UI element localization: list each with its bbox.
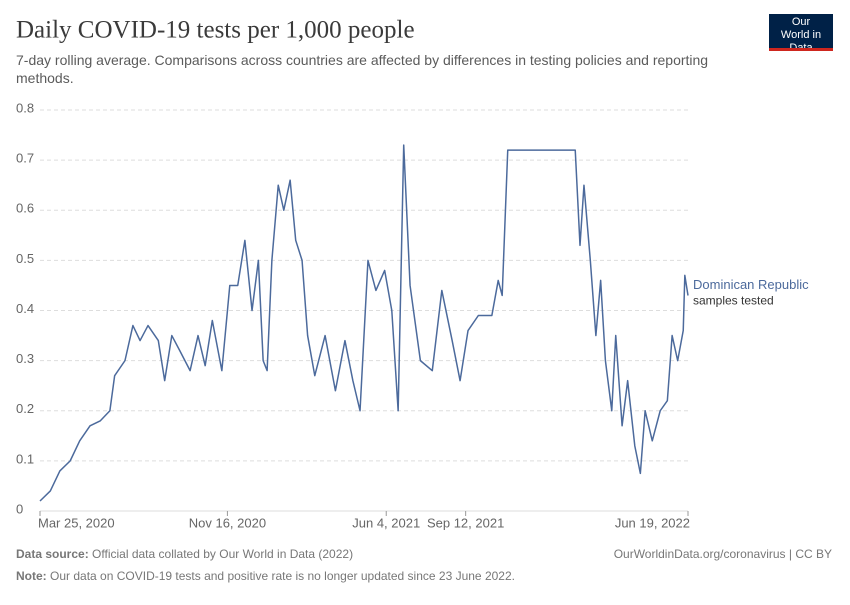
y-tick-label: 0.5 — [16, 251, 34, 266]
logo-box: Our World in Data — [780, 16, 822, 48]
x-tick-label: Mar 25, 2020 — [38, 515, 115, 530]
x-tick-label: Nov 16, 2020 — [189, 515, 266, 530]
chart-subtitle: 7-day rolling average. Comparisons acros… — [16, 52, 709, 86]
source-label: Data source: — [16, 547, 89, 561]
x-tick-label: Jun 4, 2021 — [352, 515, 420, 530]
x-tick-label: Sep 12, 2021 — [427, 515, 504, 530]
logo-text: Our World in Data — [780, 16, 822, 48]
y-tick-label: 0.7 — [16, 151, 34, 166]
series-label: Dominican Republic — [693, 277, 809, 292]
y-tick-label: 0 — [16, 501, 23, 516]
note-label: Note: — [16, 569, 47, 583]
subtitle-box: 7-day rolling average. Comparisons acros… — [16, 52, 709, 86]
y-tick-label: 0.4 — [16, 301, 34, 316]
logo-bar — [769, 48, 833, 51]
y-tick-label: 0.8 — [16, 100, 34, 115]
note: Our data on COVID-19 tests and positive … — [50, 569, 515, 583]
source: Official data collated by Our World in D… — [92, 547, 353, 561]
y-tick-label: 0.2 — [16, 401, 34, 416]
chart-title: Daily COVID-19 tests per 1,000 people — [16, 17, 415, 44]
y-tick-label: 0.6 — [16, 201, 34, 216]
y-tick-label: 0.1 — [16, 451, 34, 466]
series-annotation: samples tested — [693, 294, 774, 308]
source-line: Data source: Official data collated by O… — [16, 547, 353, 561]
series-line — [39, 144, 689, 502]
logo-bg — [769, 14, 833, 50]
url: OurWorldinData.org/coronavirus | CC BY — [614, 547, 832, 561]
y-tick-label: 0.3 — [16, 351, 34, 366]
note-line: Note: Our data on COVID-19 tests and pos… — [16, 569, 515, 583]
x-tick-label: Jun 19, 2022 — [615, 515, 690, 530]
